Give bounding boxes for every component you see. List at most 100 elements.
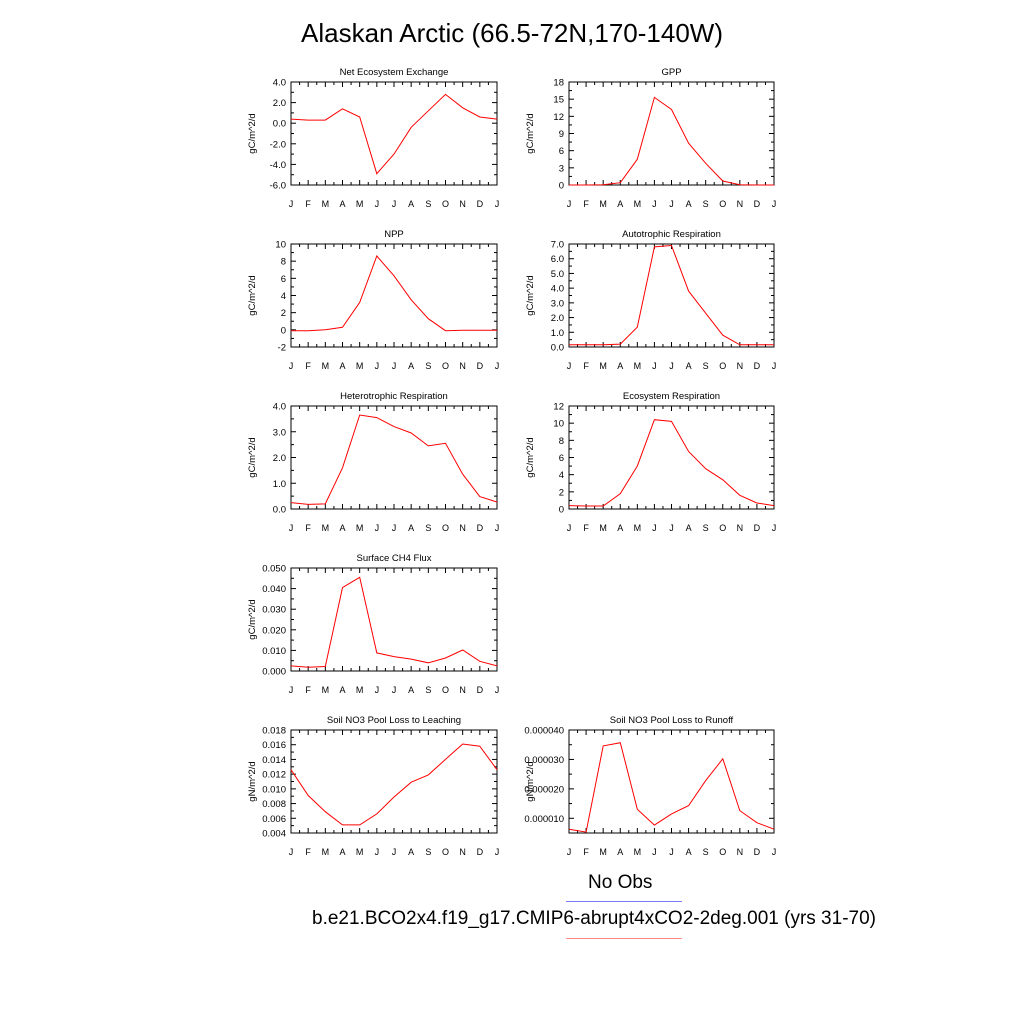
y-tick-label: 2 bbox=[559, 487, 564, 498]
y-tick-label: 3 bbox=[559, 163, 564, 174]
series-line bbox=[290, 93, 498, 175]
x-tick-label: D bbox=[477, 199, 484, 209]
y-tick-label: 0.000020 bbox=[524, 784, 564, 795]
figure-title: Alaskan Arctic (66.5-72N,170-140W) bbox=[301, 18, 723, 48]
x-tick-label: J bbox=[567, 361, 572, 371]
x-tick-label: J bbox=[772, 847, 777, 857]
x-tick-label: A bbox=[686, 361, 692, 371]
x-tick-label: F bbox=[305, 361, 311, 371]
legend-model-line bbox=[566, 938, 682, 939]
x-tick-label: J bbox=[567, 847, 572, 857]
x-tick-label: F bbox=[305, 847, 311, 857]
x-tick-label: S bbox=[703, 847, 709, 857]
y-tick-label: -2 bbox=[278, 343, 286, 354]
x-tick-label: M bbox=[356, 847, 364, 857]
plot-frame bbox=[290, 567, 498, 672]
series-line bbox=[568, 419, 775, 507]
y-tick-label: 0.0 bbox=[273, 119, 286, 130]
x-tick-label: J bbox=[652, 199, 657, 209]
x-tick-label: J bbox=[392, 523, 397, 533]
y-tick-label: 0.014 bbox=[262, 755, 286, 766]
x-tick-label: S bbox=[703, 199, 709, 209]
x-tick-label: A bbox=[408, 523, 414, 533]
series-line bbox=[569, 96, 774, 186]
y-axis-label: gC/m^2/d bbox=[525, 275, 536, 315]
panel-title: Soil NO3 Pool Loss to Leaching bbox=[327, 715, 461, 726]
y-tick-label: 4.0 bbox=[551, 284, 564, 295]
x-tick-label: J bbox=[289, 847, 294, 857]
y-tick-label: 0.010 bbox=[262, 784, 286, 795]
y-tick-label: 7.0 bbox=[551, 240, 564, 251]
x-tick-label: O bbox=[442, 847, 449, 857]
x-tick-label: M bbox=[599, 199, 607, 209]
y-tick-label: 0.008 bbox=[262, 799, 286, 810]
y-tick-label: 5.0 bbox=[551, 269, 564, 280]
x-tick-label: M bbox=[599, 523, 607, 533]
x-tick-label: J bbox=[289, 361, 294, 371]
y-tick-label: 0.0 bbox=[551, 343, 564, 354]
y-axis-label: gC/m^2/d bbox=[525, 437, 536, 477]
y-axis-label: gC/m^2/d bbox=[247, 437, 258, 477]
x-tick-label: M bbox=[634, 523, 642, 533]
x-tick-label: M bbox=[634, 847, 642, 857]
panel-5: J F M A M J J A S O N D J4.03.02.01.00.0Heterotrophi… bbox=[247, 391, 499, 533]
y-tick-label: 6 bbox=[281, 274, 286, 285]
x-tick-label: F bbox=[583, 361, 589, 371]
y-tick-label: 0.000040 bbox=[524, 726, 564, 737]
x-tick-label: M bbox=[356, 199, 364, 209]
x-tick-label: M bbox=[322, 361, 330, 371]
panel-8: J F M A M J J A S O N D J0.0180.0160.0140.0120.0100.… bbox=[247, 715, 499, 857]
y-tick-label: 4.0 bbox=[273, 402, 286, 413]
y-tick-label: 8 bbox=[559, 436, 564, 447]
y-axis-label: gC/m^2/d bbox=[247, 113, 258, 153]
plot-frame bbox=[568, 729, 775, 834]
x-tick-label: J bbox=[652, 523, 657, 533]
y-tick-label: -6.0 bbox=[270, 181, 286, 192]
y-tick-label: 18 bbox=[553, 78, 564, 89]
x-tick-label: O bbox=[442, 523, 449, 533]
x-tick-label: S bbox=[425, 685, 431, 695]
x-tick-label: N bbox=[459, 523, 466, 533]
x-tick-label: A bbox=[686, 847, 692, 857]
x-tick-label: O bbox=[719, 847, 726, 857]
y-tick-label: 0.010 bbox=[262, 646, 286, 657]
x-tick-label: J bbox=[375, 685, 380, 695]
panel-9: J F M A M J J A S O N D J0.0000400.0000300.0000200.0… bbox=[524, 715, 776, 857]
x-tick-label: J bbox=[375, 847, 380, 857]
x-tick-label: J bbox=[772, 523, 777, 533]
x-tick-label: M bbox=[322, 847, 330, 857]
x-tick-label: O bbox=[442, 361, 449, 371]
x-tick-label: J bbox=[669, 847, 674, 857]
x-tick-label: J bbox=[375, 523, 380, 533]
series-line bbox=[291, 255, 497, 332]
x-tick-label: J bbox=[495, 847, 500, 857]
plot-frame bbox=[290, 81, 498, 186]
x-tick-label: D bbox=[754, 361, 761, 371]
y-tick-label: 0.016 bbox=[262, 740, 286, 751]
panel-title: Soil NO3 Pool Loss to Runoff bbox=[610, 715, 734, 726]
x-tick-label: J bbox=[495, 523, 500, 533]
y-tick-label: 10 bbox=[275, 240, 286, 251]
x-tick-label: J bbox=[289, 523, 294, 533]
y-tick-label: 3.0 bbox=[551, 298, 564, 309]
x-tick-label: J bbox=[652, 847, 657, 857]
x-tick-label: A bbox=[617, 361, 623, 371]
x-tick-label: S bbox=[425, 523, 431, 533]
x-tick-label: A bbox=[339, 523, 345, 533]
x-tick-label: F bbox=[305, 199, 311, 209]
y-tick-label: 2.0 bbox=[273, 98, 286, 109]
x-tick-label: N bbox=[459, 685, 466, 695]
x-tick-label: M bbox=[322, 199, 330, 209]
y-tick-label: -2.0 bbox=[270, 139, 286, 150]
panel-7: J F M A M J J A S O N D J0.0500.0400.0300.0200.0100.… bbox=[247, 553, 499, 695]
x-tick-label: A bbox=[617, 523, 623, 533]
y-tick-label: 9 bbox=[559, 129, 564, 140]
panel-title: Ecosystem Respiration bbox=[623, 391, 720, 402]
y-tick-label: 0.000030 bbox=[524, 755, 564, 766]
x-tick-label: F bbox=[583, 199, 589, 209]
x-tick-label: J bbox=[392, 847, 397, 857]
legend-obs-label: No Obs bbox=[588, 872, 653, 893]
legend-model-label: b.e21.BCO2x4.f19_g17.CMIP6-abrupt4xCO2-2… bbox=[312, 908, 876, 929]
